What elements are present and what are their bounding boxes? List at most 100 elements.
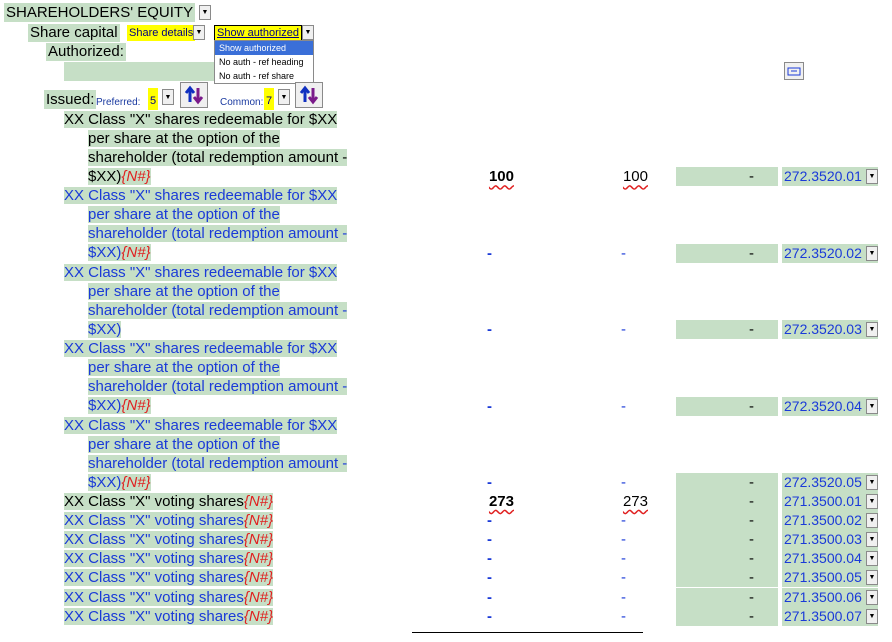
prior-year-value[interactable]: -: [621, 244, 626, 262]
description-line: $XX){N#}: [88, 473, 151, 491]
note-reference[interactable]: {N#}: [121, 244, 151, 262]
account-code-dropdown[interactable]: ▼: [866, 474, 878, 490]
account-code-dropdown[interactable]: ▼: [866, 551, 878, 567]
chevron-down-icon: ▼: [868, 498, 876, 505]
dash-cell: -: [676, 549, 778, 569]
current-year-value[interactable]: 273: [488, 493, 514, 510]
option-no-auth-ref-heading[interactable]: No auth - ref heading: [219, 57, 304, 67]
description-line: XX Class "X" shares redeemable for $XX: [64, 340, 338, 358]
current-year-value[interactable]: -: [487, 588, 492, 606]
preferred-group: Preferred:: [96, 90, 140, 109]
note-reference[interactable]: {N#}: [243, 512, 274, 530]
current-year-value[interactable]: -: [487, 550, 492, 568]
prior-year-value[interactable]: -: [621, 473, 626, 491]
account-code-dropdown[interactable]: ▼: [866, 494, 878, 509]
description-line: shareholder (total redemption amount -: [88, 149, 348, 166]
account-code: 272.3520.03: [784, 321, 862, 338]
section-dropdown-button[interactable]: ▼: [199, 5, 211, 20]
common-count: 7: [264, 88, 275, 110]
account-code: 271.3500.04: [784, 550, 862, 567]
preferred-sort-button[interactable]: [180, 82, 208, 108]
description-line: $XX): [88, 320, 122, 338]
authorized-input-cell[interactable]: [64, 62, 214, 81]
prior-year-value[interactable]: -: [621, 607, 626, 625]
account-code: 272.3520.05: [784, 473, 862, 490]
account-code: 272.3520.01: [784, 168, 862, 185]
dash-cell: -: [676, 243, 778, 263]
account-code-dropdown[interactable]: ▼: [866, 532, 878, 548]
note-reference[interactable]: {N#}: [243, 588, 274, 606]
note-reference[interactable]: {N#}: [243, 493, 274, 510]
share-description: XX Class "X" voting shares{N#}: [64, 511, 354, 530]
description-line: shareholder (total redemption amount -: [88, 378, 348, 396]
note-reference[interactable]: {N#}: [243, 569, 274, 587]
account-code-cell: 271.3500.02 ▼: [782, 511, 878, 531]
account-code-dropdown[interactable]: ▼: [866, 589, 878, 605]
authorized-select-dropdown[interactable]: ▼: [302, 25, 314, 40]
current-year-value[interactable]: 100: [488, 168, 514, 186]
account-code: 271.3500.03: [784, 531, 862, 548]
prior-year-value[interactable]: -: [621, 588, 626, 606]
current-year-value[interactable]: -: [487, 607, 492, 625]
current-year-value[interactable]: -: [487, 321, 492, 339]
account-code-dropdown[interactable]: ▼: [866, 245, 878, 261]
account-code: 271.3500.05: [784, 569, 862, 586]
description-line: per share at the option of the: [88, 282, 280, 300]
account-code-dropdown[interactable]: ▼: [866, 322, 878, 338]
dash-cell: -: [676, 568, 778, 588]
description-line: per share at the option of the: [88, 435, 280, 453]
account-code-dropdown[interactable]: ▼: [866, 398, 878, 414]
note-reference[interactable]: {N#}: [243, 550, 274, 568]
account-code-dropdown[interactable]: ▼: [866, 608, 878, 624]
current-year-value[interactable]: -: [487, 512, 492, 530]
option-no-auth-ref-share[interactable]: No auth - ref share: [219, 71, 295, 81]
prior-year-value[interactable]: 273: [622, 493, 648, 510]
sort-arrows-icon: [299, 85, 319, 105]
note-reference[interactable]: {N#}: [121, 473, 151, 491]
current-year-value[interactable]: -: [487, 397, 492, 415]
account-code-dropdown[interactable]: ▼: [866, 169, 878, 185]
option-show-authorized[interactable]: Show authorized: [215, 41, 313, 55]
description-line: XX Class "X" shares redeemable for $XX: [64, 187, 338, 205]
prior-year-value[interactable]: -: [621, 512, 626, 530]
edit-button[interactable]: [784, 62, 804, 80]
prior-year-value[interactable]: 100: [622, 168, 648, 186]
share-description: XX Class "X" voting shares{N#}: [64, 549, 354, 568]
prior-year-value[interactable]: -: [621, 397, 626, 415]
share-description: XX Class "X" shares redeemable for $XX pe…: [64, 416, 354, 492]
current-year-value[interactable]: -: [487, 244, 492, 262]
prior-year-value[interactable]: -: [621, 550, 626, 568]
preferred-dropdown[interactable]: ▼: [162, 89, 174, 105]
note-reference[interactable]: {N#}: [243, 607, 274, 625]
dash-cell: -: [676, 606, 778, 626]
dash-cell: -: [676, 320, 778, 340]
description-line: XX Class "X" shares redeemable for $XX: [64, 416, 338, 434]
description-line: shareholder (total redemption amount -: [88, 301, 348, 319]
chevron-down-icon: ▼: [868, 574, 876, 582]
chevron-down-icon: ▼: [868, 517, 876, 525]
prior-year-value[interactable]: -: [621, 569, 626, 587]
share-details-button[interactable]: Share details: [127, 25, 196, 41]
current-year-value[interactable]: -: [487, 531, 492, 549]
common-sort-button[interactable]: [295, 82, 323, 108]
chevron-down-icon: ▼: [868, 593, 876, 601]
share-description: XX Class "X" shares redeemable for $XX pe…: [64, 263, 354, 339]
account-code-dropdown[interactable]: ▼: [866, 513, 878, 529]
share-details-dropdown[interactable]: ▼: [193, 25, 205, 40]
share-description: XX Class "X" shares redeemable for $XX pe…: [64, 186, 354, 262]
current-year-value[interactable]: -: [487, 569, 492, 587]
note-reference[interactable]: {N#}: [121, 168, 151, 185]
description-line: XX Class "X" voting shares{N#}: [64, 512, 274, 530]
note-reference[interactable]: {N#}: [243, 531, 274, 549]
preferred-count: 5: [148, 88, 159, 110]
authorized-options-list[interactable]: Show authorized No auth - ref heading No…: [214, 40, 314, 84]
description-line: $XX){N#}: [88, 397, 151, 415]
prior-year-value[interactable]: -: [621, 321, 626, 339]
prior-year-value[interactable]: -: [621, 531, 626, 549]
account-code: 272.3520.04: [784, 397, 862, 414]
account-code-dropdown[interactable]: ▼: [866, 570, 878, 586]
current-year-value[interactable]: -: [487, 473, 492, 491]
common-dropdown[interactable]: ▼: [278, 89, 290, 105]
note-reference[interactable]: {N#}: [121, 397, 151, 415]
chevron-down-icon: ▼: [868, 478, 876, 486]
